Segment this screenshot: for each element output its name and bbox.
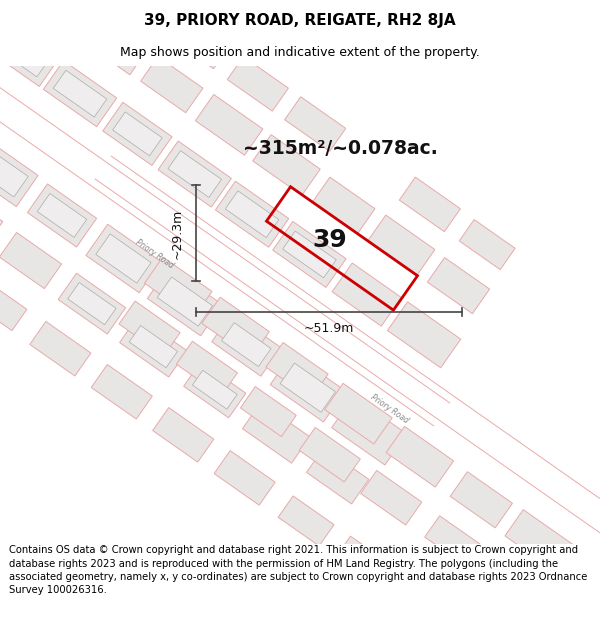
Polygon shape <box>214 451 275 505</box>
Polygon shape <box>86 224 161 292</box>
Polygon shape <box>0 148 28 197</box>
Polygon shape <box>0 21 59 86</box>
Polygon shape <box>427 258 490 314</box>
Polygon shape <box>103 102 172 166</box>
Polygon shape <box>459 219 515 269</box>
Polygon shape <box>119 316 187 377</box>
Polygon shape <box>68 282 116 325</box>
Polygon shape <box>37 194 87 238</box>
Polygon shape <box>157 277 212 326</box>
Polygon shape <box>332 396 407 465</box>
Polygon shape <box>28 184 97 247</box>
Polygon shape <box>113 0 174 31</box>
Polygon shape <box>202 298 269 358</box>
Polygon shape <box>253 135 320 196</box>
Polygon shape <box>184 362 246 418</box>
Polygon shape <box>266 342 328 399</box>
Polygon shape <box>221 322 271 367</box>
Polygon shape <box>270 354 345 422</box>
Polygon shape <box>53 70 107 117</box>
Text: Priory Road: Priory Road <box>134 237 176 270</box>
Polygon shape <box>332 263 401 326</box>
Polygon shape <box>129 326 178 367</box>
Text: ~315m²/~0.078ac.: ~315m²/~0.078ac. <box>242 139 437 158</box>
Polygon shape <box>43 61 117 127</box>
Polygon shape <box>505 509 572 571</box>
Polygon shape <box>0 138 38 207</box>
Polygon shape <box>242 402 310 463</box>
Polygon shape <box>367 215 435 276</box>
Text: ~51.9m: ~51.9m <box>304 321 354 334</box>
Polygon shape <box>91 364 152 419</box>
Polygon shape <box>196 94 263 155</box>
Polygon shape <box>280 363 335 413</box>
Polygon shape <box>158 141 232 207</box>
Polygon shape <box>81 14 148 75</box>
Polygon shape <box>227 57 289 111</box>
Polygon shape <box>148 268 223 336</box>
Polygon shape <box>335 536 391 586</box>
Polygon shape <box>96 234 151 283</box>
Polygon shape <box>23 0 91 34</box>
Polygon shape <box>388 302 461 368</box>
Text: Contains OS data © Crown copyright and database right 2021. This information is : Contains OS data © Crown copyright and d… <box>9 546 587 595</box>
Polygon shape <box>95 156 600 581</box>
Polygon shape <box>313 177 375 233</box>
Polygon shape <box>278 496 334 546</box>
Polygon shape <box>30 321 91 376</box>
Polygon shape <box>283 231 336 278</box>
Polygon shape <box>450 472 512 528</box>
Polygon shape <box>212 313 281 376</box>
Polygon shape <box>0 1 450 426</box>
Polygon shape <box>361 471 422 525</box>
Polygon shape <box>425 516 481 566</box>
Polygon shape <box>215 181 289 248</box>
Text: ~29.3m: ~29.3m <box>171 208 184 259</box>
Text: Priory Road: Priory Road <box>370 392 410 425</box>
Polygon shape <box>241 387 296 437</box>
Polygon shape <box>225 191 279 238</box>
Polygon shape <box>479 554 541 608</box>
Polygon shape <box>168 151 221 198</box>
Polygon shape <box>399 177 460 232</box>
Polygon shape <box>113 112 162 156</box>
Polygon shape <box>0 30 50 77</box>
Polygon shape <box>176 341 238 396</box>
Text: 39: 39 <box>313 228 347 253</box>
Polygon shape <box>307 448 369 504</box>
Polygon shape <box>119 301 180 356</box>
Polygon shape <box>173 19 229 69</box>
Text: 39, PRIORY ROAD, REIGATE, RH2 8JA: 39, PRIORY ROAD, REIGATE, RH2 8JA <box>144 13 456 28</box>
Polygon shape <box>140 56 203 112</box>
Polygon shape <box>152 408 214 462</box>
Polygon shape <box>0 187 3 248</box>
Polygon shape <box>193 370 237 409</box>
Polygon shape <box>273 221 346 288</box>
Polygon shape <box>145 257 212 318</box>
Polygon shape <box>325 383 392 444</box>
Polygon shape <box>284 97 346 151</box>
Polygon shape <box>0 281 27 331</box>
Text: Map shows position and indicative extent of the property.: Map shows position and indicative extent… <box>120 46 480 59</box>
Polygon shape <box>299 428 361 482</box>
Polygon shape <box>0 232 62 289</box>
Polygon shape <box>58 273 125 334</box>
Polygon shape <box>386 426 454 487</box>
